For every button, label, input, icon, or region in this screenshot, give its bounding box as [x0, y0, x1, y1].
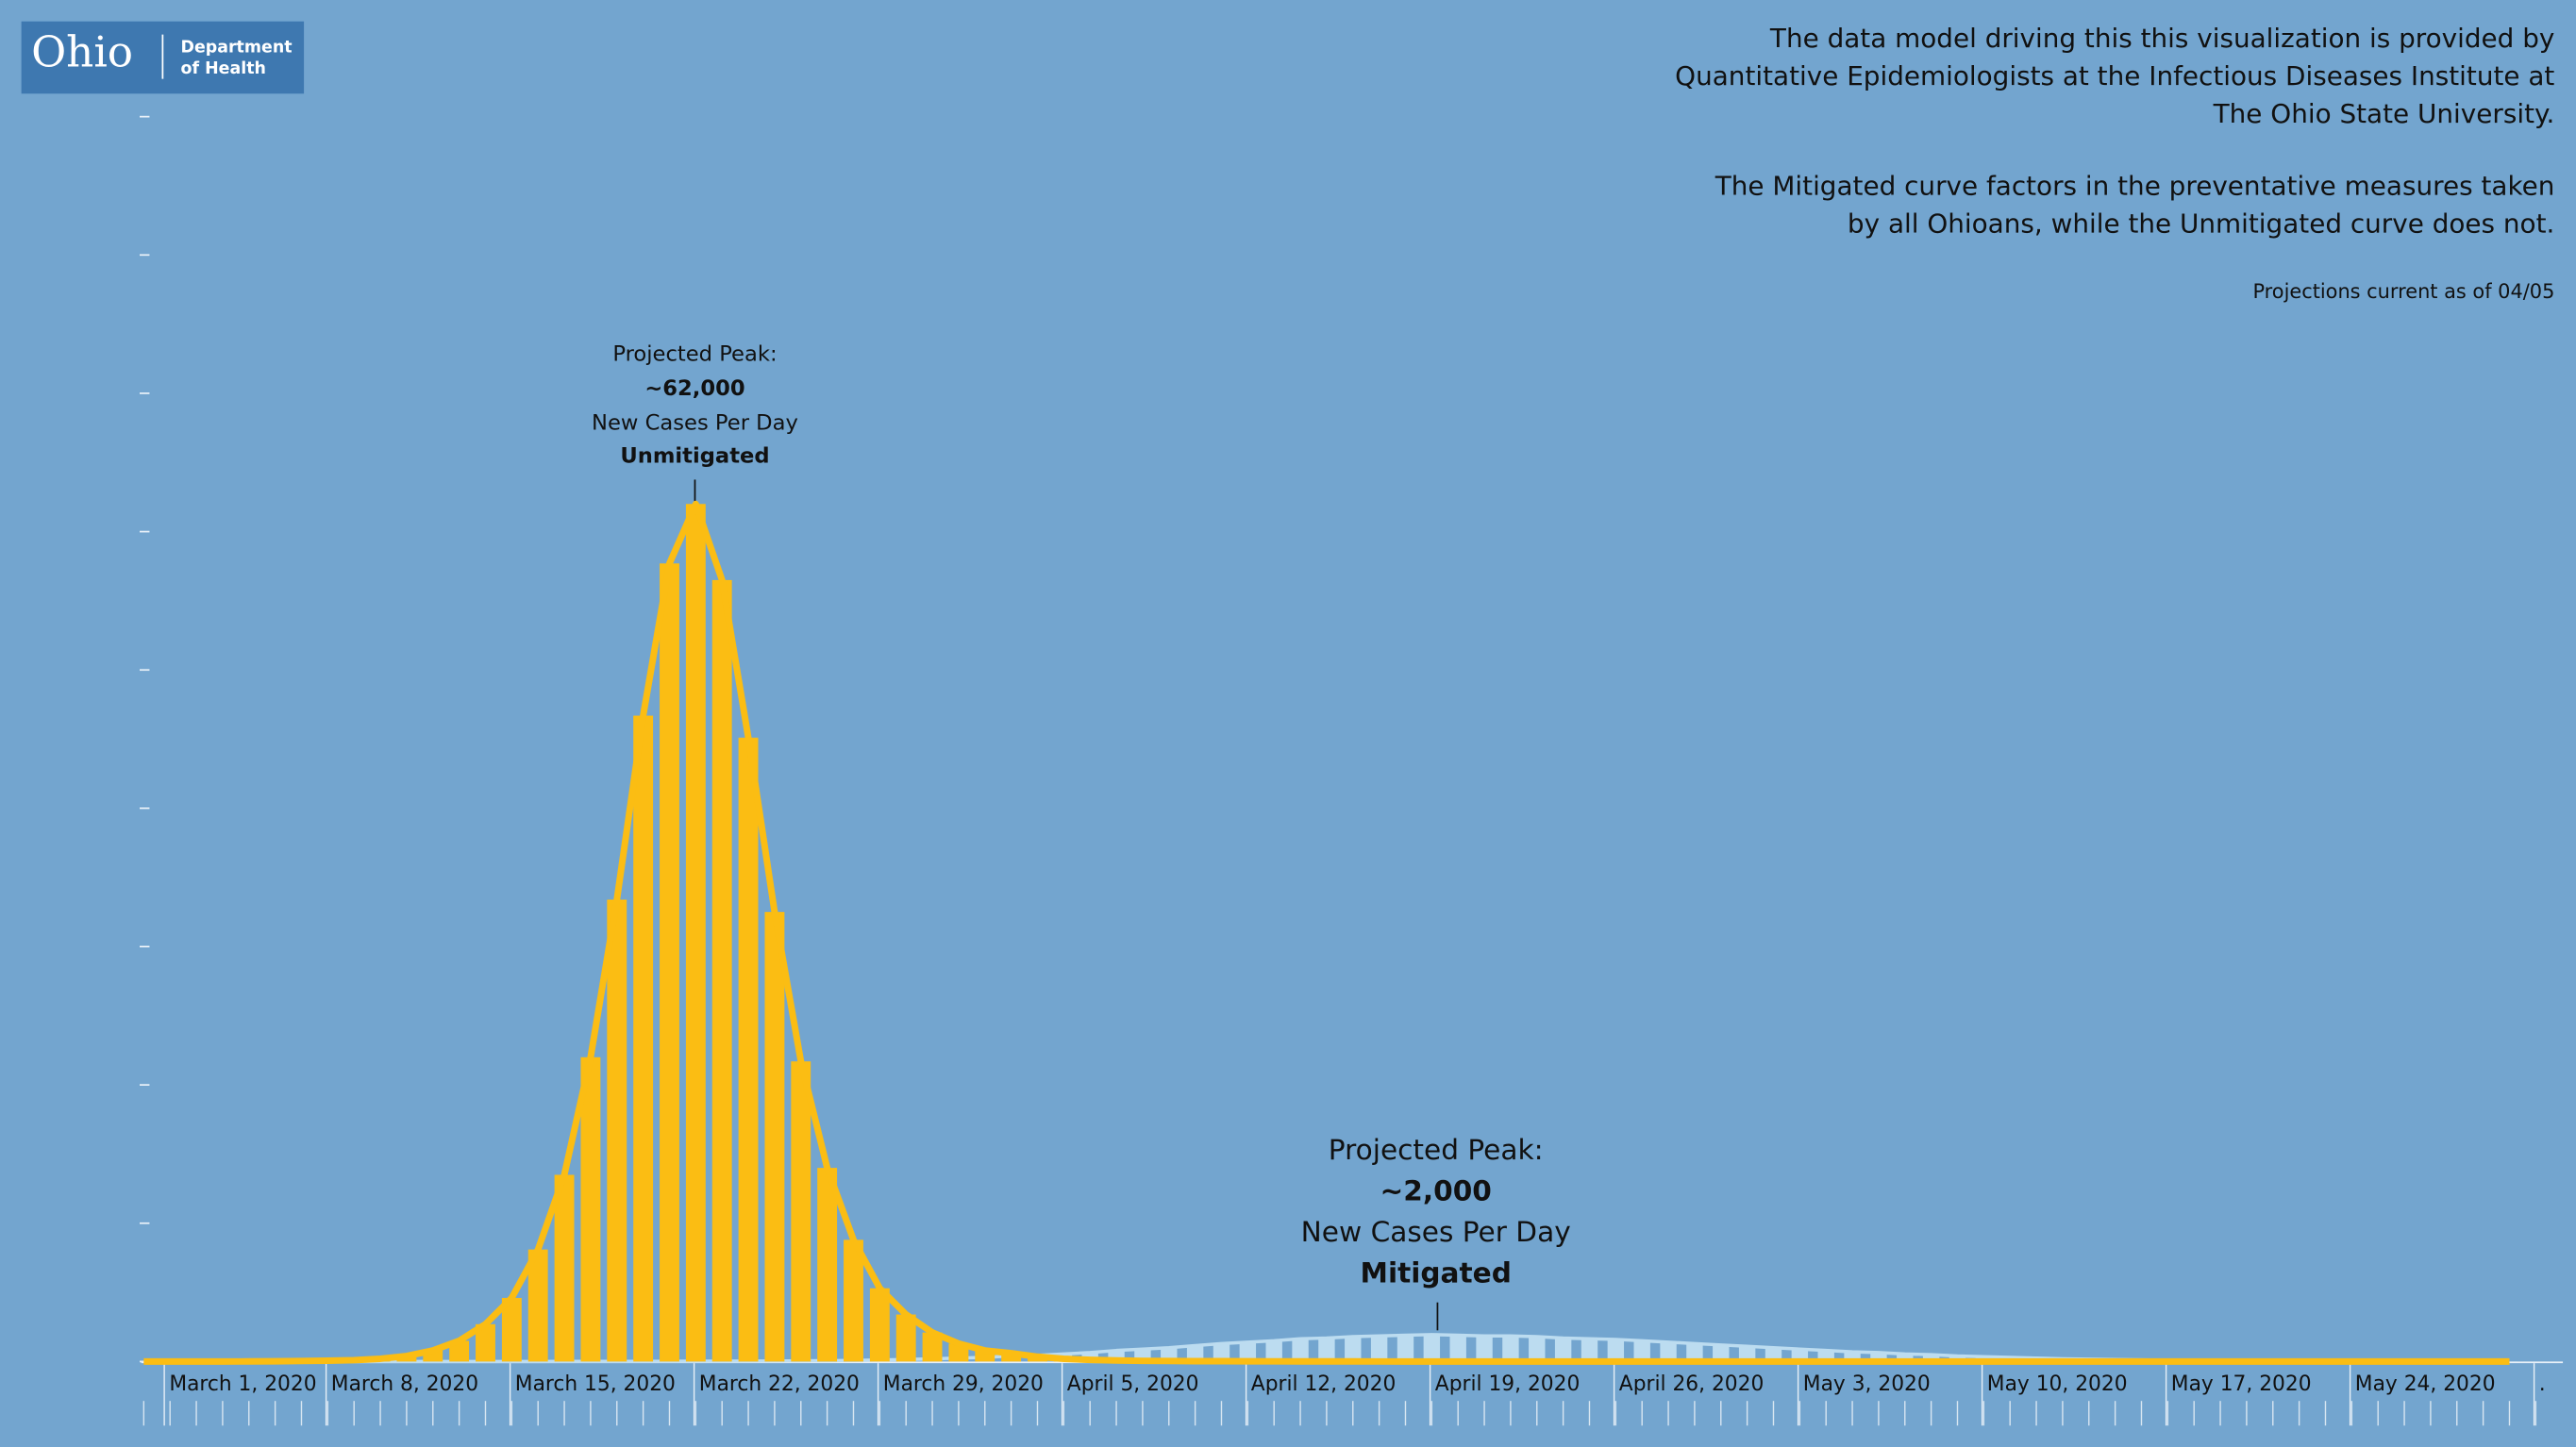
annotation: New Cases Per Day [1301, 1216, 1571, 1248]
bar [1239, 1341, 1257, 1362]
logo-department: Department [181, 39, 293, 58]
annotation: New Cases Per Day [592, 411, 798, 436]
bar [1186, 1345, 1204, 1362]
annotation: Unmitigated [620, 444, 769, 469]
bar [423, 1350, 443, 1362]
bar [685, 504, 706, 1362]
bar [922, 1332, 943, 1362]
bar [1476, 1336, 1493, 1362]
bar [1397, 1335, 1414, 1362]
trend-line [143, 500, 2510, 1365]
annotation: Projected Peak: [1329, 1134, 1544, 1166]
bar [607, 899, 627, 1362]
x-tick-label: March 8, 2020 [331, 1372, 478, 1396]
x-tick-label: March 22, 2020 [699, 1372, 860, 1396]
bar [738, 738, 759, 1362]
bar [1554, 1338, 1572, 1362]
annotation: Mitigated [1361, 1257, 1512, 1289]
bar [1660, 1341, 1677, 1362]
logo-name: Ohio [31, 27, 133, 77]
bar [1001, 1353, 1022, 1362]
bar [869, 1288, 890, 1362]
bar [711, 579, 732, 1362]
bar [1897, 1354, 1914, 1362]
bar [1607, 1339, 1625, 1362]
bar [1738, 1346, 1756, 1362]
bar [1765, 1347, 1782, 1362]
x-tick-label: April 12, 2020 [1251, 1372, 1396, 1396]
bar [1844, 1352, 1861, 1362]
bar [1581, 1339, 1598, 1362]
note: The data model driving this this visuali… [1769, 23, 2554, 54]
bar [660, 563, 679, 1362]
bar [1633, 1340, 1650, 1362]
x-tick-label: March 1, 2020 [169, 1372, 316, 1396]
bar [1449, 1335, 1466, 1362]
bar [1318, 1338, 1335, 1362]
bar [791, 1061, 811, 1362]
bar [1713, 1344, 1730, 1362]
annotation: Projected Peak: [612, 342, 777, 367]
annotation: ~2,000 [1380, 1175, 1492, 1207]
x-tick-label: . [2539, 1372, 2546, 1396]
bar [476, 1323, 495, 1362]
x-tick-label: March 15, 2020 [515, 1372, 676, 1396]
x-tick-label: May 24, 2020 [2355, 1372, 2496, 1396]
bar [1265, 1340, 1282, 1362]
bar [1370, 1336, 1388, 1362]
x-tick-label: April 5, 2020 [1067, 1372, 1199, 1396]
bar [975, 1350, 995, 1362]
note: by all Ohioans, while the Unmitigated cu… [1848, 208, 2554, 240]
as-of: Projections current as of 04/05 [2252, 280, 2554, 303]
bar [764, 911, 785, 1362]
bar [501, 1297, 522, 1362]
x-tick-label: April 26, 2020 [1619, 1372, 1764, 1396]
bar [1686, 1343, 1703, 1362]
x-tick-label: May 17, 2020 [2171, 1372, 2312, 1396]
bar [1345, 1337, 1362, 1362]
bar [1213, 1343, 1230, 1362]
bar [1423, 1334, 1441, 1362]
x-tick-label: March 29, 2020 [883, 1372, 1044, 1396]
x-tick-label: April 19, 2020 [1435, 1372, 1580, 1396]
bar [633, 715, 654, 1362]
x-tick-label: May 3, 2020 [1803, 1372, 1931, 1396]
bar [554, 1174, 575, 1362]
bar [527, 1249, 548, 1362]
bar [844, 1239, 863, 1362]
note: Quantitative Epidemiologists at the Infe… [1675, 60, 2554, 91]
bar [1108, 1350, 1125, 1362]
note: The Mitigated curve factors in the preve… [1715, 171, 2555, 202]
x-tick-label: May 10, 2020 [1987, 1372, 2128, 1396]
bar [1292, 1339, 1309, 1362]
bar [895, 1314, 916, 1362]
bar [1502, 1336, 1519, 1362]
bar [1870, 1352, 1887, 1362]
logo-department: of Health [181, 59, 266, 78]
bar [580, 1056, 601, 1362]
bar [817, 1168, 838, 1362]
bar [1922, 1355, 1940, 1362]
annotation: ~62,000 [644, 376, 744, 401]
note: The Ohio State University. [2213, 98, 2555, 129]
bar [1817, 1350, 1834, 1362]
bar [1529, 1337, 1546, 1362]
